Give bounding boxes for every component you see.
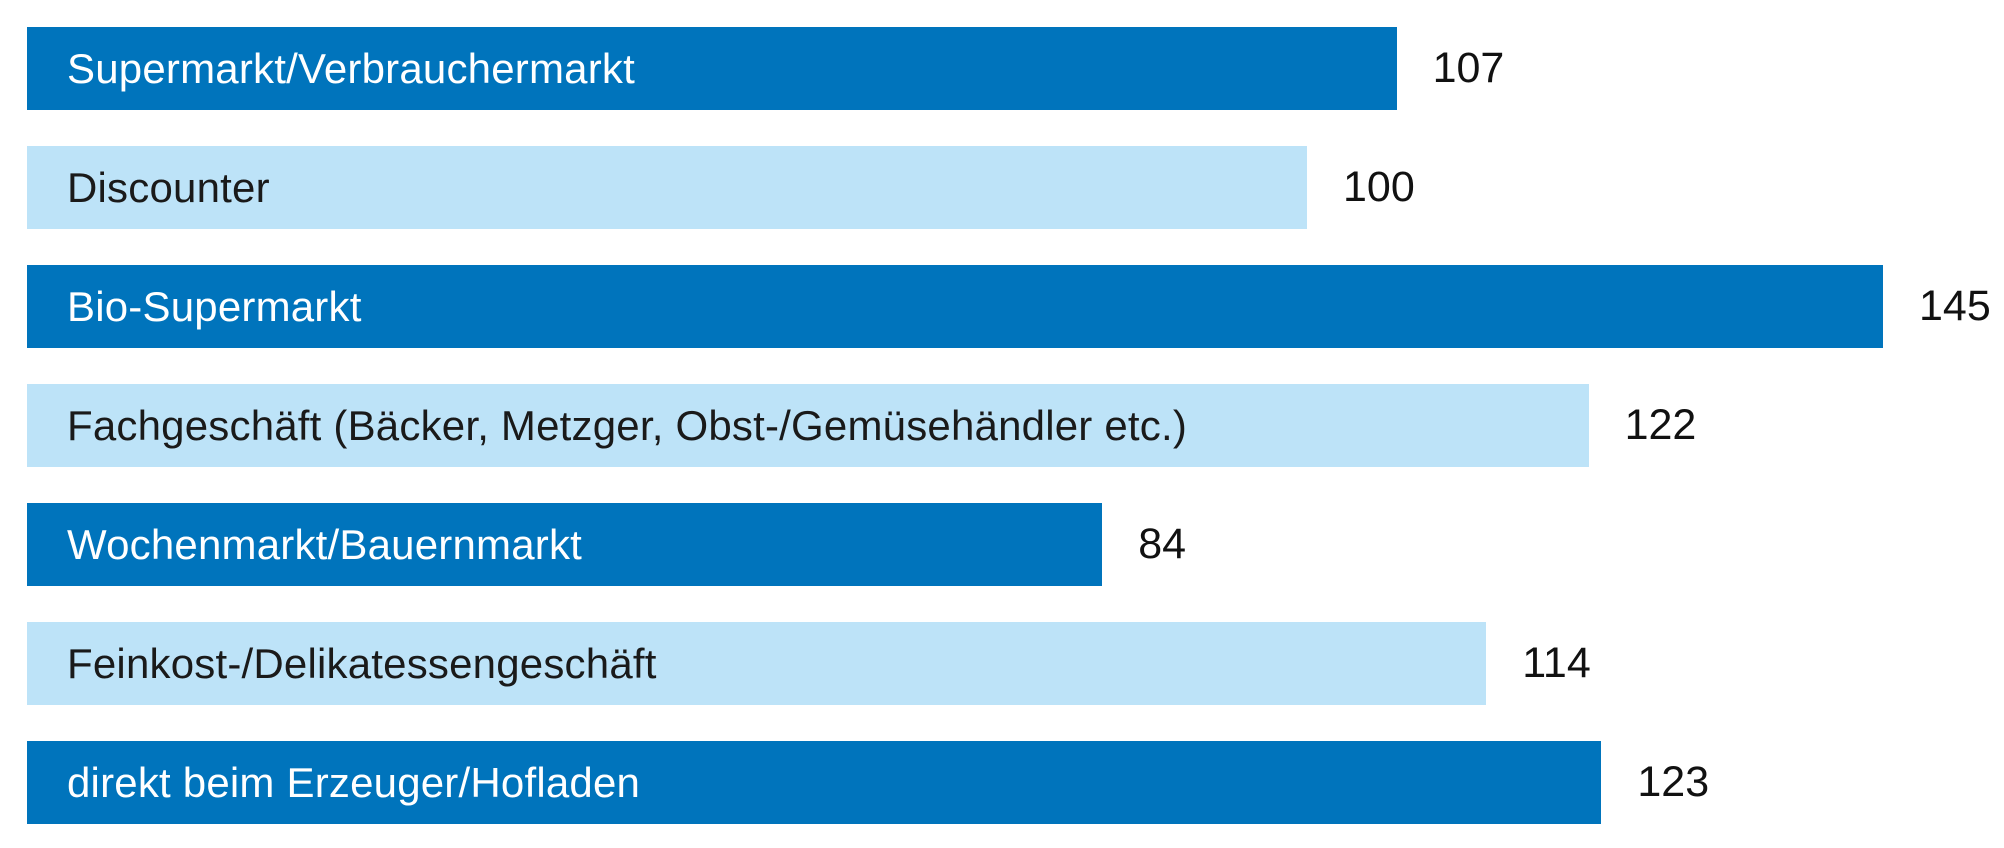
bar-fachgeschaeft: Fachgeschäft (Bäcker, Metzger, Obst-/Gem… [27, 384, 1589, 467]
bar-label: Discounter [67, 163, 270, 211]
bar-value: 145 [1919, 282, 1991, 330]
bar-row: Discounter 100 [27, 146, 2004, 229]
bar-label: Supermarkt/Verbrauchermarkt [67, 44, 635, 92]
bar-value: 122 [1624, 401, 1697, 449]
bar-value: 107 [1432, 44, 1505, 92]
bar-feinkost: Feinkost-/Delikatessengeschäft [27, 622, 1487, 705]
bar-label: Bio-Supermarkt [67, 282, 362, 330]
bar-row: direkt beim Erzeuger/Hofladen 123 [27, 741, 2004, 824]
bar-row: Feinkost-/Delikatessengeschäft 114 [27, 622, 2004, 705]
bar-bio-supermarkt: Bio-Supermarkt [27, 265, 1883, 348]
bar-value: 100 [1343, 163, 1415, 211]
bar-row: Bio-Supermarkt 145 [27, 265, 2004, 348]
bar-row: Supermarkt/Verbrauchermarkt 107 [27, 27, 2004, 110]
bar-supermarkt: Supermarkt/Verbrauchermarkt [27, 27, 1397, 110]
bar-label: Feinkost-/Delikatessengeschäft [67, 639, 657, 687]
bar-wochenmarkt: Wochenmarkt/Bauernmarkt [27, 503, 1103, 586]
bar-value: 114 [1522, 639, 1591, 687]
bar-erzeuger: direkt beim Erzeuger/Hofladen [27, 741, 1602, 824]
bar-label: direkt beim Erzeuger/Hofladen [67, 758, 641, 806]
bar-label: Wochenmarkt/Bauernmarkt [67, 520, 583, 568]
bar-row: Fachgeschäft (Bäcker, Metzger, Obst-/Gem… [27, 384, 2004, 467]
bar-label: Fachgeschäft (Bäcker, Metzger, Obst-/Gem… [67, 401, 1188, 449]
bar-value: 84 [1138, 520, 1187, 568]
bar-discounter: Discounter [27, 146, 1307, 229]
bar-value: 123 [1637, 758, 1710, 806]
bar-row: Wochenmarkt/Bauernmarkt 84 [27, 503, 2004, 586]
